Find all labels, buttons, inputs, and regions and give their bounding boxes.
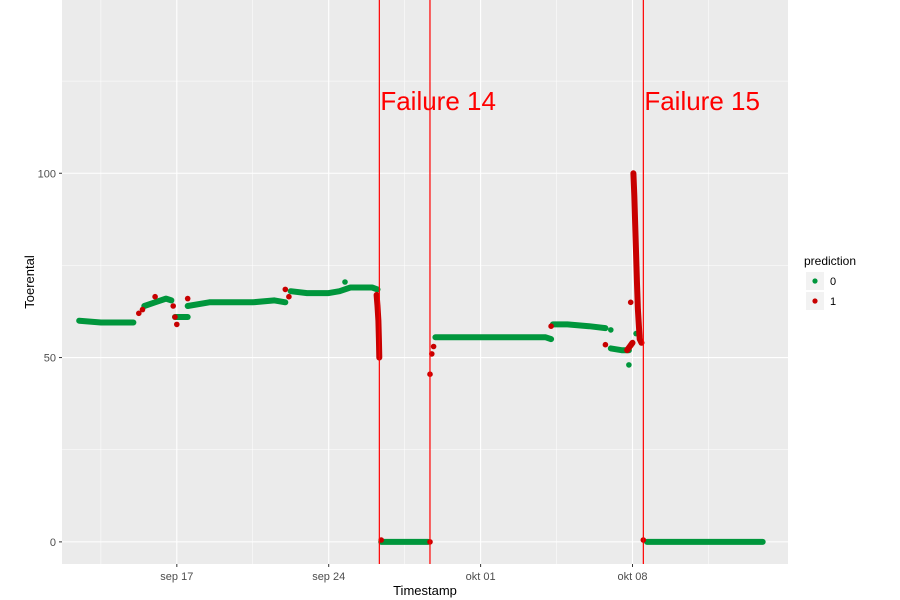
y-axis-ticks: 0 50 100: [38, 168, 62, 549]
failure-lines: [378, 0, 644, 564]
legend-swatch: [812, 278, 818, 284]
series-1-point: [136, 310, 142, 317]
failure-annotation: Failure 15: [644, 86, 760, 116]
series-1-point: [172, 314, 178, 320]
x-tick-label: okt 01: [466, 571, 496, 583]
series-0-run: [287, 284, 381, 297]
series-1-point: [152, 293, 158, 300]
series-1-point: [282, 286, 289, 293]
series-1-point: [174, 321, 180, 328]
series-0-point: [626, 362, 632, 368]
series-0-run: [549, 321, 609, 332]
x-tick-label: sep 24: [312, 571, 345, 583]
series-0-run: [432, 334, 555, 343]
plot-panel: [62, 0, 788, 564]
y-tick-label: 100: [38, 168, 56, 180]
series-0-run: [141, 295, 175, 309]
series-1-run: [624, 339, 636, 354]
series-1-point: [170, 303, 176, 309]
series-1-run: [630, 170, 645, 346]
legend-title: prediction: [804, 254, 856, 268]
grid-minor: [62, 0, 788, 564]
series-1-point: [139, 306, 146, 313]
series-1-point: [184, 295, 191, 302]
legend: prediction 01: [804, 254, 856, 310]
series-1-point: [286, 293, 292, 300]
y-tick-label: 0: [50, 537, 56, 549]
legend-entries: 01: [806, 272, 836, 310]
x-axis-title: Timestamp: [393, 583, 457, 598]
y-axis-title: Toerental: [22, 255, 37, 309]
series-0-point: [342, 279, 348, 285]
series-1-point: [430, 343, 437, 350]
series-layer: [76, 170, 766, 545]
x-axis-ticks: sep 17 sep 24 okt 01 okt 08: [160, 564, 647, 583]
failure-annotation: Failure 14: [380, 86, 496, 116]
y-tick-label: 50: [44, 353, 56, 365]
series-0-run: [76, 317, 137, 326]
series-0-point: [608, 327, 614, 333]
annotations: Failure 14 Failure 15: [380, 86, 760, 116]
legend-swatch: [812, 298, 818, 304]
series-0: [76, 279, 766, 545]
series-1-point: [602, 341, 609, 348]
series-1-point: [627, 299, 634, 306]
legend-label: 0: [830, 276, 836, 288]
series-0-run: [184, 297, 289, 309]
x-tick-label: okt 08: [618, 571, 648, 583]
series-1-point: [548, 323, 554, 330]
x-tick-label: sep 17: [160, 571, 193, 583]
legend-label: 1: [830, 296, 836, 308]
